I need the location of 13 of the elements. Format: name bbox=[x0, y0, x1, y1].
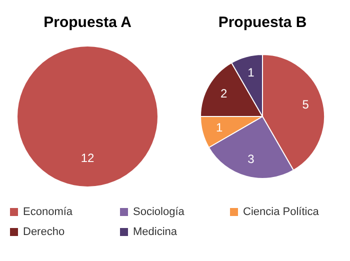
legend-label: Ciencia Política bbox=[243, 206, 319, 218]
chart-title: Propuesta A bbox=[44, 14, 132, 32]
legend-label: Derecho bbox=[23, 226, 65, 238]
data-label: 2 bbox=[220, 86, 228, 100]
chart-title: Propuesta B bbox=[218, 14, 307, 32]
data-label: 12 bbox=[80, 150, 94, 165]
legend-label: Medicina bbox=[133, 226, 178, 238]
data-label: 3 bbox=[248, 152, 255, 166]
data-label: 1 bbox=[248, 66, 255, 80]
legend-label: Economía bbox=[23, 206, 73, 218]
data-label: 1 bbox=[216, 120, 224, 134]
data-label: 5 bbox=[302, 97, 310, 112]
legend-label: Sociología bbox=[133, 206, 184, 218]
